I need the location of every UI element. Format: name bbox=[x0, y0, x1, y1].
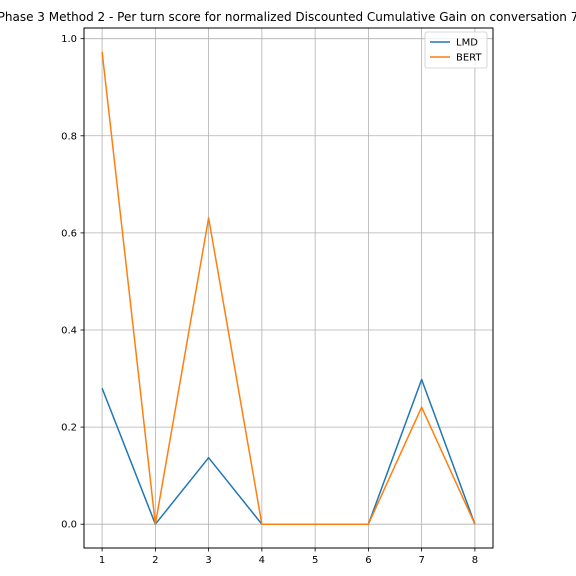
legend-label: LMD bbox=[456, 38, 478, 49]
y-tick-label: 0.4 bbox=[61, 325, 77, 336]
legend: LMD BERT bbox=[424, 31, 488, 69]
axis-ticks: 1 2 3 4 5 6 7 8 0.0 0.2 0.4 0.6 0.8 1.0 bbox=[61, 34, 478, 566]
x-tick-label: 4 bbox=[259, 555, 265, 566]
x-tick-label: 3 bbox=[205, 555, 211, 566]
x-tick-label: 1 bbox=[99, 555, 105, 566]
series-line-bert bbox=[101, 51, 476, 525]
legend-box bbox=[424, 31, 488, 69]
x-tick-label: 6 bbox=[365, 555, 371, 566]
legend-label: BERT bbox=[456, 53, 482, 64]
y-tick-label: 1.0 bbox=[61, 34, 77, 45]
x-tick-label: 2 bbox=[152, 555, 158, 566]
series-lines bbox=[101, 51, 476, 525]
x-tick-label: 5 bbox=[312, 555, 318, 566]
y-tick-label: 0.2 bbox=[61, 423, 77, 434]
plot-frame bbox=[83, 27, 494, 549]
chart-title: Phase 3 Method 2 - Per turn score for no… bbox=[0, 10, 576, 24]
y-tick-label: 0.6 bbox=[61, 228, 77, 239]
x-tick-label: 7 bbox=[418, 555, 424, 566]
y-tick-label: 0.8 bbox=[61, 131, 77, 142]
y-tick-label: 0.0 bbox=[61, 520, 77, 531]
x-tick-label: 8 bbox=[472, 555, 478, 566]
